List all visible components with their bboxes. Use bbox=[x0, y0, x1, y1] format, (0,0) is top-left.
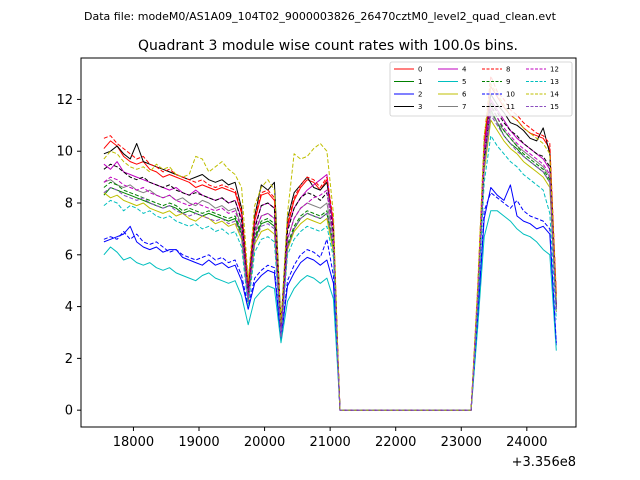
legend-label-1: 1 bbox=[418, 78, 422, 86]
legend-label-13: 13 bbox=[550, 78, 559, 86]
x-tick-label: 21000 bbox=[309, 435, 350, 450]
series-line-15 bbox=[103, 114, 557, 411]
x-tick-label: 22000 bbox=[375, 435, 416, 450]
legend-label-12: 12 bbox=[550, 66, 559, 74]
y-tick-label: 10 bbox=[56, 145, 73, 160]
series-line-9 bbox=[103, 104, 557, 411]
y-tick-label: 2 bbox=[65, 352, 73, 367]
y-tick-label: 12 bbox=[56, 93, 73, 108]
y-tick-label: 6 bbox=[65, 248, 73, 263]
legend-label-10: 10 bbox=[506, 91, 515, 99]
series-line-10 bbox=[103, 192, 557, 411]
x-tick-label: 23000 bbox=[441, 435, 482, 450]
y-tick-label: 8 bbox=[65, 197, 73, 212]
legend-label-4: 4 bbox=[462, 66, 467, 74]
x-tick-label: 18000 bbox=[113, 435, 154, 450]
legend-label-0: 0 bbox=[418, 66, 422, 74]
series-line-6 bbox=[103, 119, 557, 411]
series-line-5 bbox=[103, 210, 557, 411]
legend-label-9: 9 bbox=[506, 78, 510, 86]
legend-frame bbox=[389, 61, 573, 117]
plot-area-frame bbox=[80, 57, 577, 428]
legend-label-8: 8 bbox=[506, 66, 510, 74]
x-axis: 18000 19000 20000 21000 22000 23000 24000 bbox=[113, 427, 548, 450]
legend-label-15: 15 bbox=[550, 103, 559, 111]
x-tick-label: 24000 bbox=[506, 435, 547, 450]
series-line-7 bbox=[103, 111, 557, 411]
legend-label-2: 2 bbox=[418, 91, 422, 99]
series-layer bbox=[103, 75, 557, 411]
y-axis: 0 2 4 6 8 10 12 bbox=[56, 93, 81, 419]
legend-label-7: 7 bbox=[462, 103, 466, 111]
legend-label-3: 3 bbox=[418, 103, 422, 111]
legend-label-11: 11 bbox=[506, 103, 515, 111]
x-tick-label: 20000 bbox=[244, 435, 285, 450]
x-axis-offset-label: +3.356e8 bbox=[512, 455, 576, 470]
y-tick-label: 0 bbox=[65, 404, 73, 419]
legend-label-6: 6 bbox=[462, 91, 467, 99]
series-line-11 bbox=[103, 101, 557, 411]
series-line-13 bbox=[103, 135, 557, 411]
x-tick-label: 19000 bbox=[178, 435, 219, 450]
y-tick-label: 4 bbox=[65, 300, 73, 315]
chart-title: Quadrant 3 module wise count rates with … bbox=[138, 38, 518, 54]
legend-label-14: 14 bbox=[550, 91, 559, 99]
figure-suptitle: Data file: modeM0/AS1A09_104T02_90000038… bbox=[84, 10, 557, 23]
series-line-14 bbox=[103, 83, 557, 411]
legend-label-5: 5 bbox=[462, 78, 466, 86]
